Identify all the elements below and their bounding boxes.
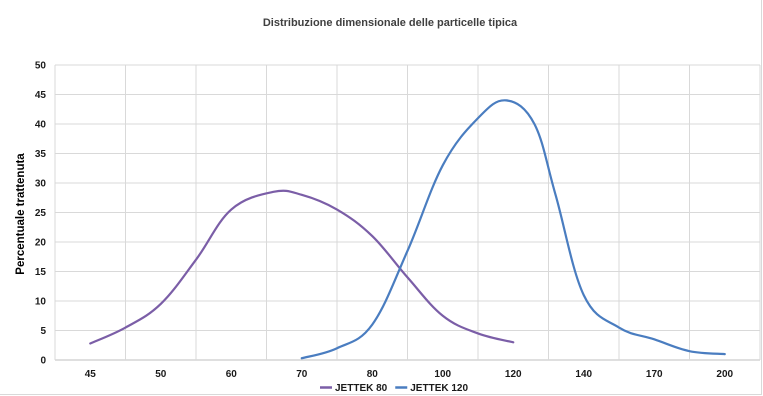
- x-tick-label: 80: [367, 369, 379, 380]
- y-tick-label: 40: [35, 120, 47, 131]
- x-tick-label: 200: [716, 369, 733, 380]
- y-tick-label: 45: [35, 90, 47, 101]
- y-tick-label: 20: [35, 238, 47, 249]
- y-tick-labels: 0 5 10 15 20 25 30 35 40 45 50: [35, 61, 47, 367]
- y-tick-label: 30: [35, 179, 47, 190]
- legend-label: JETTEK 120: [410, 383, 468, 394]
- x-tick-label: 45: [85, 369, 97, 380]
- x-tick-label: 50: [155, 369, 167, 380]
- x-tick-label: 170: [646, 369, 663, 380]
- legend-label: JETTEK 80: [335, 383, 388, 394]
- y-tick-label: 35: [35, 149, 47, 160]
- x-tick-label: 100: [434, 369, 451, 380]
- y-tick-label: 50: [35, 61, 47, 72]
- y-tick-label: 0: [40, 356, 46, 367]
- x-tick-label: 140: [575, 369, 592, 380]
- chart-title: Distribuzione dimensionale delle partice…: [263, 17, 518, 29]
- y-tick-label: 15: [35, 267, 47, 278]
- x-tick-label: 60: [226, 369, 238, 380]
- y-tick-label: 10: [35, 297, 47, 308]
- legend: JETTEK 80 JETTEK 120: [320, 383, 468, 394]
- series-line-1: [89, 189, 515, 345]
- gridlines: [54, 64, 761, 361]
- y-axis-label: Percentuale trattenuta: [15, 153, 27, 275]
- y-tick-label: 5: [40, 326, 46, 337]
- x-tick-label: 120: [505, 369, 522, 380]
- series-line-2: [300, 99, 726, 360]
- series-lines: [89, 99, 726, 360]
- x-tick-labels: 45 50 60 70 80 100 120 140 170 200: [85, 369, 734, 380]
- x-tick-label: 70: [296, 369, 308, 380]
- y-tick-label: 25: [35, 208, 47, 219]
